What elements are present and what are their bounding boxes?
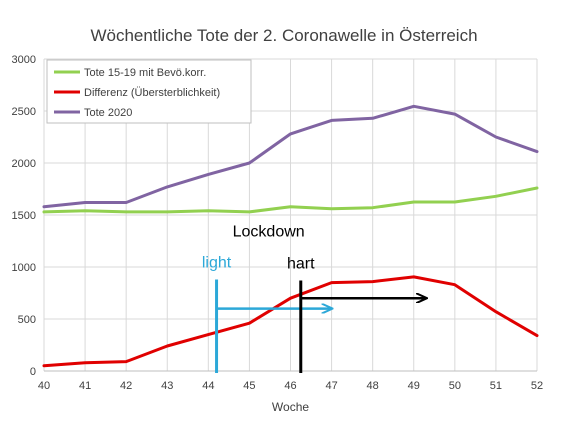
y-tick-label: 1500 (12, 210, 36, 222)
series-line (42, 275, 539, 368)
x-tick-label: 47 (325, 380, 337, 392)
y-tick-label: 0 (30, 366, 36, 378)
series (42, 104, 539, 368)
series-line (42, 186, 539, 214)
legend-entry: Tote 2020 (84, 107, 132, 119)
legend-entry: Tote 15-19 mit Bevö.korr. (84, 67, 206, 79)
x-tick-label: 43 (161, 380, 173, 392)
x-tick-label: 45 (243, 380, 255, 392)
x-tick-label: 41 (79, 380, 91, 392)
chart-title: Wöchentliche Tote der 2. Coronawelle in … (90, 26, 477, 45)
x-tick-label: 40 (38, 380, 50, 392)
legend: Tote 15-19 mit Bevö.korr. Differenz (Über… (46, 59, 252, 124)
lockdown-label: Lockdown (233, 223, 305, 240)
x-tick-label: 42 (120, 380, 132, 392)
x-tick-label: 46 (284, 380, 296, 392)
x-tick-label: 51 (490, 380, 502, 392)
y-tick-label: 500 (18, 314, 36, 326)
legend-entry: Differenz (Übersterblichkeit) (84, 87, 220, 99)
x-tick-label: 48 (367, 380, 379, 392)
annotations: Lockdown light hart (202, 223, 426, 373)
x-tick-label: 44 (202, 380, 214, 392)
hart-label: hart (287, 256, 315, 273)
x-tick-label: 50 (449, 380, 461, 392)
y-tick-label: 3000 (12, 54, 36, 66)
light-label: light (202, 254, 232, 271)
y-tick-label: 2500 (12, 106, 36, 118)
series-line (42, 104, 539, 209)
x-axis-title: Woche (272, 400, 309, 414)
y-tick-label: 2000 (12, 158, 36, 170)
y-tick-label: 1000 (12, 262, 36, 274)
x-tick-label: 49 (408, 380, 420, 392)
x-tick-label: 52 (531, 380, 543, 392)
axes: 0 500 1000 1500 2000 2500 3000 40 41 42 43 44 45 46 47… (12, 54, 544, 392)
legend-box (46, 59, 252, 124)
